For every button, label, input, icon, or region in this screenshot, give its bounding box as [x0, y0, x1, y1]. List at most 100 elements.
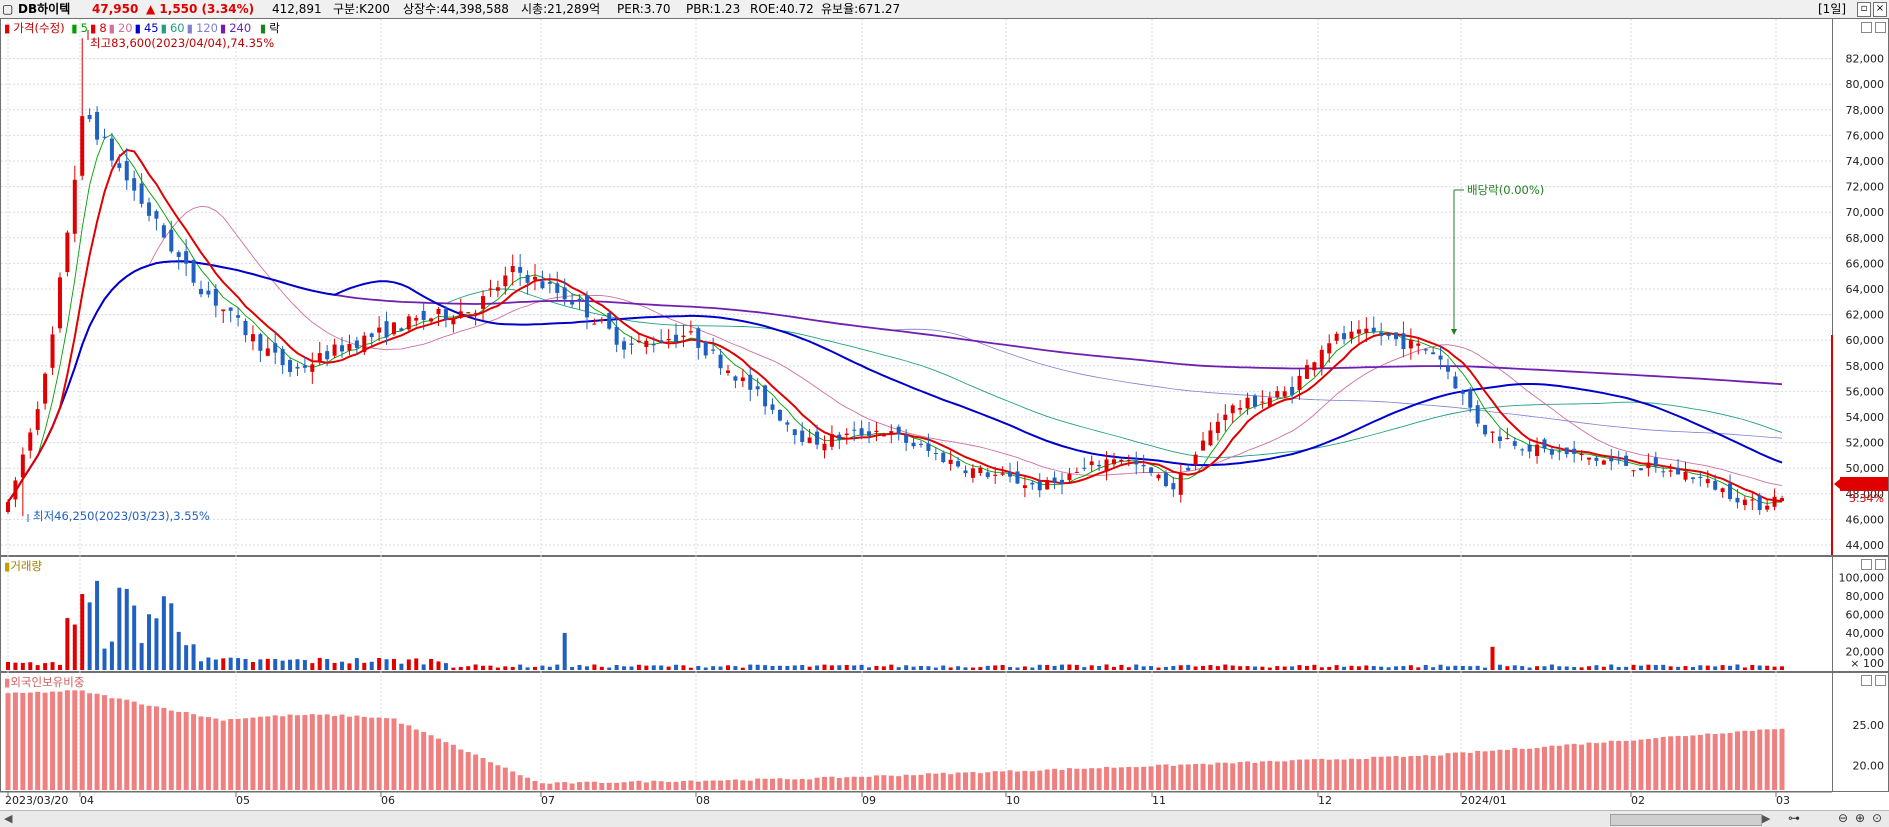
candle-body	[1408, 339, 1413, 349]
volume-bar	[1082, 667, 1087, 670]
ma45-line	[7, 260, 1783, 503]
scroll-thumb[interactable]	[1610, 814, 1762, 826]
candle-body	[503, 275, 508, 287]
candle-body	[1104, 459, 1109, 472]
price-pane-min-button[interactable]	[1861, 22, 1872, 33]
period-selector[interactable]: [1일]	[1818, 2, 1847, 16]
candle-body	[1475, 405, 1480, 424]
foreign-ratio-bar	[495, 765, 501, 790]
candle-body	[1638, 468, 1643, 471]
stock-name[interactable]: DB하이텍	[18, 2, 71, 16]
volume-pane	[0, 556, 1833, 672]
volume-bar	[273, 659, 278, 670]
candle-body	[599, 319, 604, 321]
scroll-bar[interactable]: ◀ ▶ ⊶ ⊖ ⊕ ⊙	[0, 810, 1889, 827]
scroll-left-icon[interactable]: ◀	[4, 812, 13, 825]
legend-ma-5[interactable]: 5	[80, 21, 88, 35]
foreign-ratio-bar	[332, 716, 338, 790]
foreign-ratio-bar	[1334, 759, 1340, 790]
foreign-pane-close-button[interactable]	[1875, 675, 1886, 686]
volume-bar	[35, 665, 40, 670]
foreign-ratio-bar	[658, 781, 664, 790]
foreign-ratio-bar	[985, 772, 991, 790]
volume-bar	[918, 665, 923, 670]
candle-body	[1394, 332, 1399, 340]
volume-bar	[666, 666, 671, 670]
zoom-reset-icon[interactable]: ⊙	[1872, 811, 1883, 825]
scroll-right-icon[interactable]: ▶	[1762, 812, 1771, 825]
foreign-ratio-series	[5, 690, 1785, 790]
legend-ma-60[interactable]: 60	[169, 21, 185, 35]
zoom-out-icon[interactable]: ⊖	[1838, 811, 1849, 825]
candle-body	[807, 437, 812, 444]
foreign-tick-label: 25.00	[1853, 719, 1885, 732]
x-tick-label: 06	[381, 794, 395, 807]
candle-body	[785, 422, 790, 425]
legend-bar: ▮ 가격(수정) ▮ 5 ▮ 8 ▮ 20 ▮ 45 ▮ 60 ▮ 120 ▮ 240 ▮ 락	[4, 20, 283, 36]
legend-ma-45[interactable]: 45	[143, 21, 159, 35]
volume-bar	[1304, 665, 1309, 670]
volume-pane-close-button[interactable]	[1875, 559, 1886, 570]
volume-bar	[1394, 666, 1399, 670]
volume-bar	[102, 648, 107, 670]
volume-bar	[1772, 666, 1777, 670]
candle-body	[191, 259, 196, 283]
foreign-ratio-bar	[591, 781, 597, 790]
candle-body	[317, 353, 322, 363]
volume-bar	[889, 664, 894, 670]
foreign-pane-min-button[interactable]	[1861, 675, 1872, 686]
candle-body	[941, 452, 946, 463]
volume-bar	[1423, 665, 1428, 670]
volume-bar	[844, 665, 849, 670]
legend-ma-240[interactable]: 240	[229, 21, 252, 35]
candle-body	[1601, 460, 1606, 465]
foreign-ratio-bar	[1059, 770, 1065, 790]
volume-bar	[1067, 664, 1072, 670]
volume-bar	[1060, 664, 1065, 670]
volume-bar	[659, 665, 664, 670]
foreign-ratio-bar	[294, 715, 300, 790]
price-pane-close-button[interactable]	[1875, 22, 1886, 33]
volume-pane-min-button[interactable]	[1861, 559, 1872, 570]
legend-ma-8[interactable]: 8	[99, 21, 107, 35]
foreign-ratio-bar	[436, 738, 442, 790]
volume-bar	[770, 666, 775, 670]
volume-bar	[1163, 666, 1168, 670]
volume-bar	[859, 664, 864, 670]
volume-bar	[117, 587, 122, 670]
legend-ma-marker: ▮	[71, 21, 78, 35]
candle-body	[184, 251, 189, 264]
legend-price[interactable]: 가격(수정)	[13, 21, 65, 35]
foreign-ratio-bar	[1215, 762, 1221, 790]
candle-body	[1535, 444, 1540, 457]
zoom-slider-icon[interactable]: ⊶	[1788, 811, 1800, 825]
volume-bar	[1141, 666, 1146, 670]
chart-canvas[interactable]: 82,000 80,000 78,000 76,000 74,000 72,000 70,0…	[0, 18, 1889, 810]
legend-ma-120[interactable]: 120	[195, 21, 218, 35]
candle-body	[1111, 459, 1116, 465]
foreign-ratio-bar	[1304, 759, 1310, 790]
candle-body	[911, 442, 916, 447]
foreign-ratio-bar	[1037, 770, 1043, 790]
candle-body	[414, 317, 419, 321]
legend-ma-20[interactable]: 20	[117, 21, 133, 35]
candle-body	[777, 409, 782, 421]
volume-bar	[1386, 667, 1391, 670]
zoom-in-icon[interactable]: ⊕	[1855, 811, 1866, 825]
volume-bar	[785, 665, 790, 670]
foreign-ratio-bar	[814, 777, 820, 790]
candle-body	[829, 434, 834, 447]
volume-bar	[822, 664, 827, 670]
candle-body	[458, 311, 463, 318]
volume-bar	[1171, 666, 1176, 670]
foreign-ratio-bar	[1482, 751, 1488, 790]
foreign-ratio-bar	[391, 718, 397, 790]
maximize-icon[interactable]: ▫	[1857, 2, 1871, 17]
foreign-ratio-bar	[1415, 755, 1421, 790]
close-icon[interactable]: ×	[1873, 2, 1887, 17]
legend-drop[interactable]: 락	[269, 21, 280, 35]
volume-bar	[1728, 665, 1733, 670]
foreign-ratio-bar	[1400, 756, 1406, 790]
candle-body	[1156, 474, 1161, 479]
dividend-annotation: 배당락(0.00%)	[1467, 183, 1545, 197]
